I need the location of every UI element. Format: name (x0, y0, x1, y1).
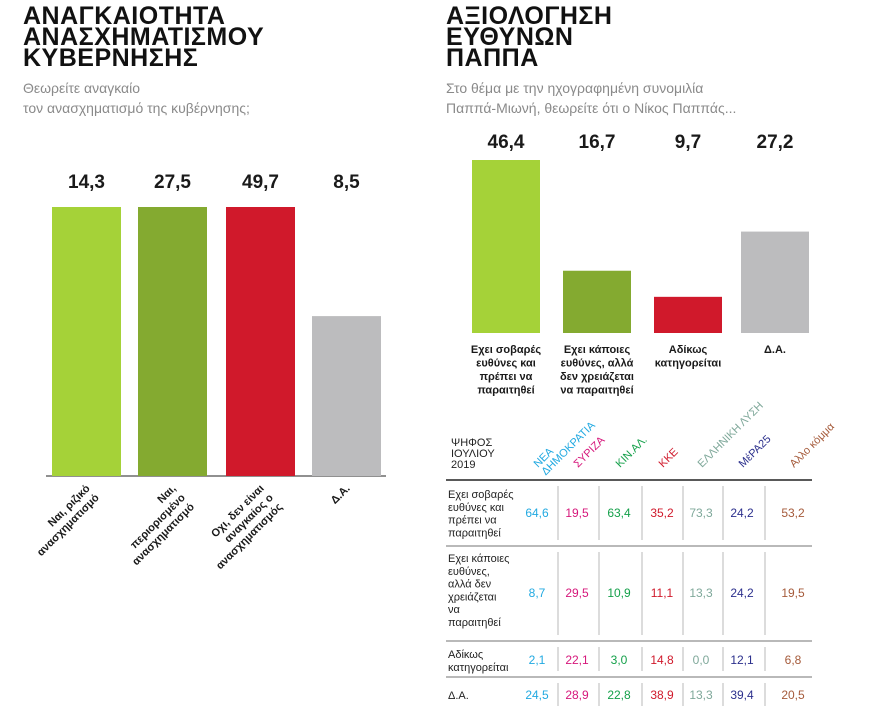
chart2-bar (654, 296, 722, 333)
table-cell: 20,5 (781, 688, 805, 702)
chart1-bar (138, 207, 207, 476)
chart2-category-label: Δ.Α. (764, 344, 786, 356)
chart1-title-line: ΚΥΒΕΡΝΗΣΗΣ (23, 44, 199, 72)
chart1-title: ΑΝΑΓΚΑΙΟΤΗΤΑ ΑΝΑΣΧΗΜΑΤΙΣΜΟΥ ΚΥΒΕΡΝΗΣΗΣ (23, 2, 265, 72)
chart2-subtitle-line: Παππά-Μιωνή, θεωρείτε ότι ο Νίκος Παππάς… (446, 100, 737, 116)
table-cell: 39,4 (730, 688, 754, 702)
chart2-title: ΑΞΙΟΛΟΓΗΣΗ ΕΥΘΥΝΩΝ ΠΑΠΠΑ (446, 2, 613, 72)
chart1-value-label: 14,3 (68, 172, 105, 193)
chart1-bar (312, 316, 381, 476)
chart2-title-line: ΕΥΘΥΝΩΝ (446, 23, 574, 51)
chart2-value-label: 9,7 (675, 132, 701, 153)
chart1-category-label: Δ.Α. (329, 483, 353, 507)
chart2-value-label: 27,2 (757, 132, 794, 153)
table-cell: 22,8 (607, 688, 631, 702)
table-cell: 14,8 (650, 653, 674, 667)
chart2-bar (472, 160, 540, 333)
chart2-category-label: Εχει κάποιες ευθύνες, αλλά δεν χρειάζεται ν… (560, 344, 634, 397)
table-cell: 11,1 (651, 586, 674, 600)
table-column-header: ΚΚΕ (657, 446, 681, 470)
table-cell: 10,9 (607, 586, 631, 600)
table-cell: 19,5 (781, 586, 805, 600)
chart1-category-label: Ναι, ριζικόανασχηματισμό (26, 482, 102, 558)
chart2-value-label: 16,7 (579, 132, 616, 153)
chart1-bar (52, 207, 121, 476)
table-column-header: ΜέΡΑ25 (737, 433, 774, 470)
table-cell: 19,5 (565, 506, 589, 520)
table-cell: 13,3 (689, 688, 713, 702)
table-cell: 2,1 (529, 653, 546, 667)
table-cell: 73,3 (689, 506, 713, 520)
chart2-category-label: Αδίκως κατηγορείται (655, 344, 722, 370)
table-cell: 53,2 (781, 506, 805, 520)
chart2-category-label: Εχει σοβαρές ευθύνες και πρέπει να παραιτηθ… (471, 344, 541, 397)
table-cell: 8,7 (529, 586, 546, 600)
table-cell: 24,2 (730, 506, 754, 520)
table-cell: 13,3 (689, 586, 713, 600)
table-cell: 28,9 (565, 688, 589, 702)
chart2-value-label: 46,4 (488, 132, 525, 153)
table-cell: 6,8 (785, 653, 802, 667)
table-cell: 24,5 (525, 688, 549, 702)
table-cell: 12,1 (730, 653, 754, 667)
table-cell: 38,9 (650, 688, 674, 702)
table-column-header: ΚΙΝ.ΑΛ. (614, 434, 650, 470)
table-cell: 64,6 (525, 506, 549, 520)
table-cell: 63,4 (607, 506, 631, 520)
table-row-label: Εχει κάποιες ευθύνες, αλλά δεν χρειάζεται να… (448, 553, 509, 629)
table-cell: 29,5 (565, 586, 589, 600)
chart1-subtitle-line: τον ανασχηματισμό της κυβέρνησης; (23, 100, 250, 116)
chart1-value-label: 27,5 (154, 172, 191, 193)
chart2-subtitle-line: Στο θέμα με την ηχογραφημένη συνομιλία (446, 80, 704, 96)
chart2-bar (741, 231, 809, 333)
chart1-subtitle-line: Θεωρείτε αναγκαίο (23, 80, 141, 96)
table-row-label: Εχει σοβαρές ευθύνες και πρέπει να παραιτηθ… (448, 489, 514, 539)
table-cell: 24,2 (730, 586, 754, 600)
chart1-subtitle: Θεωρείτε αναγκαίο τον ανασχηματισμό της … (23, 78, 250, 118)
chart1-category-label: Ναι,περιορισμένοανασχηματισμό (112, 482, 198, 568)
chart1-category-label: Οχι, δεν είναιαναγκαίος οανασχηματισμός (196, 482, 286, 572)
chart1-title-line: ΑΝΑΣΧΗΜΑΤΙΣΜΟΥ (23, 23, 265, 51)
chart2-title-line: ΠΑΠΠΑ (446, 44, 539, 72)
chart2-subtitle: Στο θέμα με την ηχογραφημένη συνομιλία Π… (446, 78, 736, 118)
table-cell: 0,0 (693, 653, 710, 667)
table-cell: 3,0 (611, 653, 628, 667)
chart2-bar (563, 270, 631, 333)
table-row-label: Δ.Α. (448, 690, 469, 702)
chart2-title-line: ΑΞΙΟΛΟΓΗΣΗ (446, 2, 613, 30)
table-cell: 22,1 (565, 653, 589, 667)
chart1-title-line: ΑΝΑΓΚΑΙΟΤΗΤΑ (23, 2, 226, 30)
table-cell: 35,2 (650, 506, 674, 520)
chart1-value-label: 49,7 (242, 172, 279, 193)
chart1-bar (226, 207, 295, 476)
table-corner-label: ΨΗΦΟΣ ΙΟΥΛΙΟΥ 2019 (451, 437, 495, 471)
chart1-value-label: 8,5 (333, 172, 360, 193)
table-column-header: Αλλο κόμμα (788, 420, 838, 470)
table-row-label: Αδίκως κατηγορείται (448, 649, 509, 674)
